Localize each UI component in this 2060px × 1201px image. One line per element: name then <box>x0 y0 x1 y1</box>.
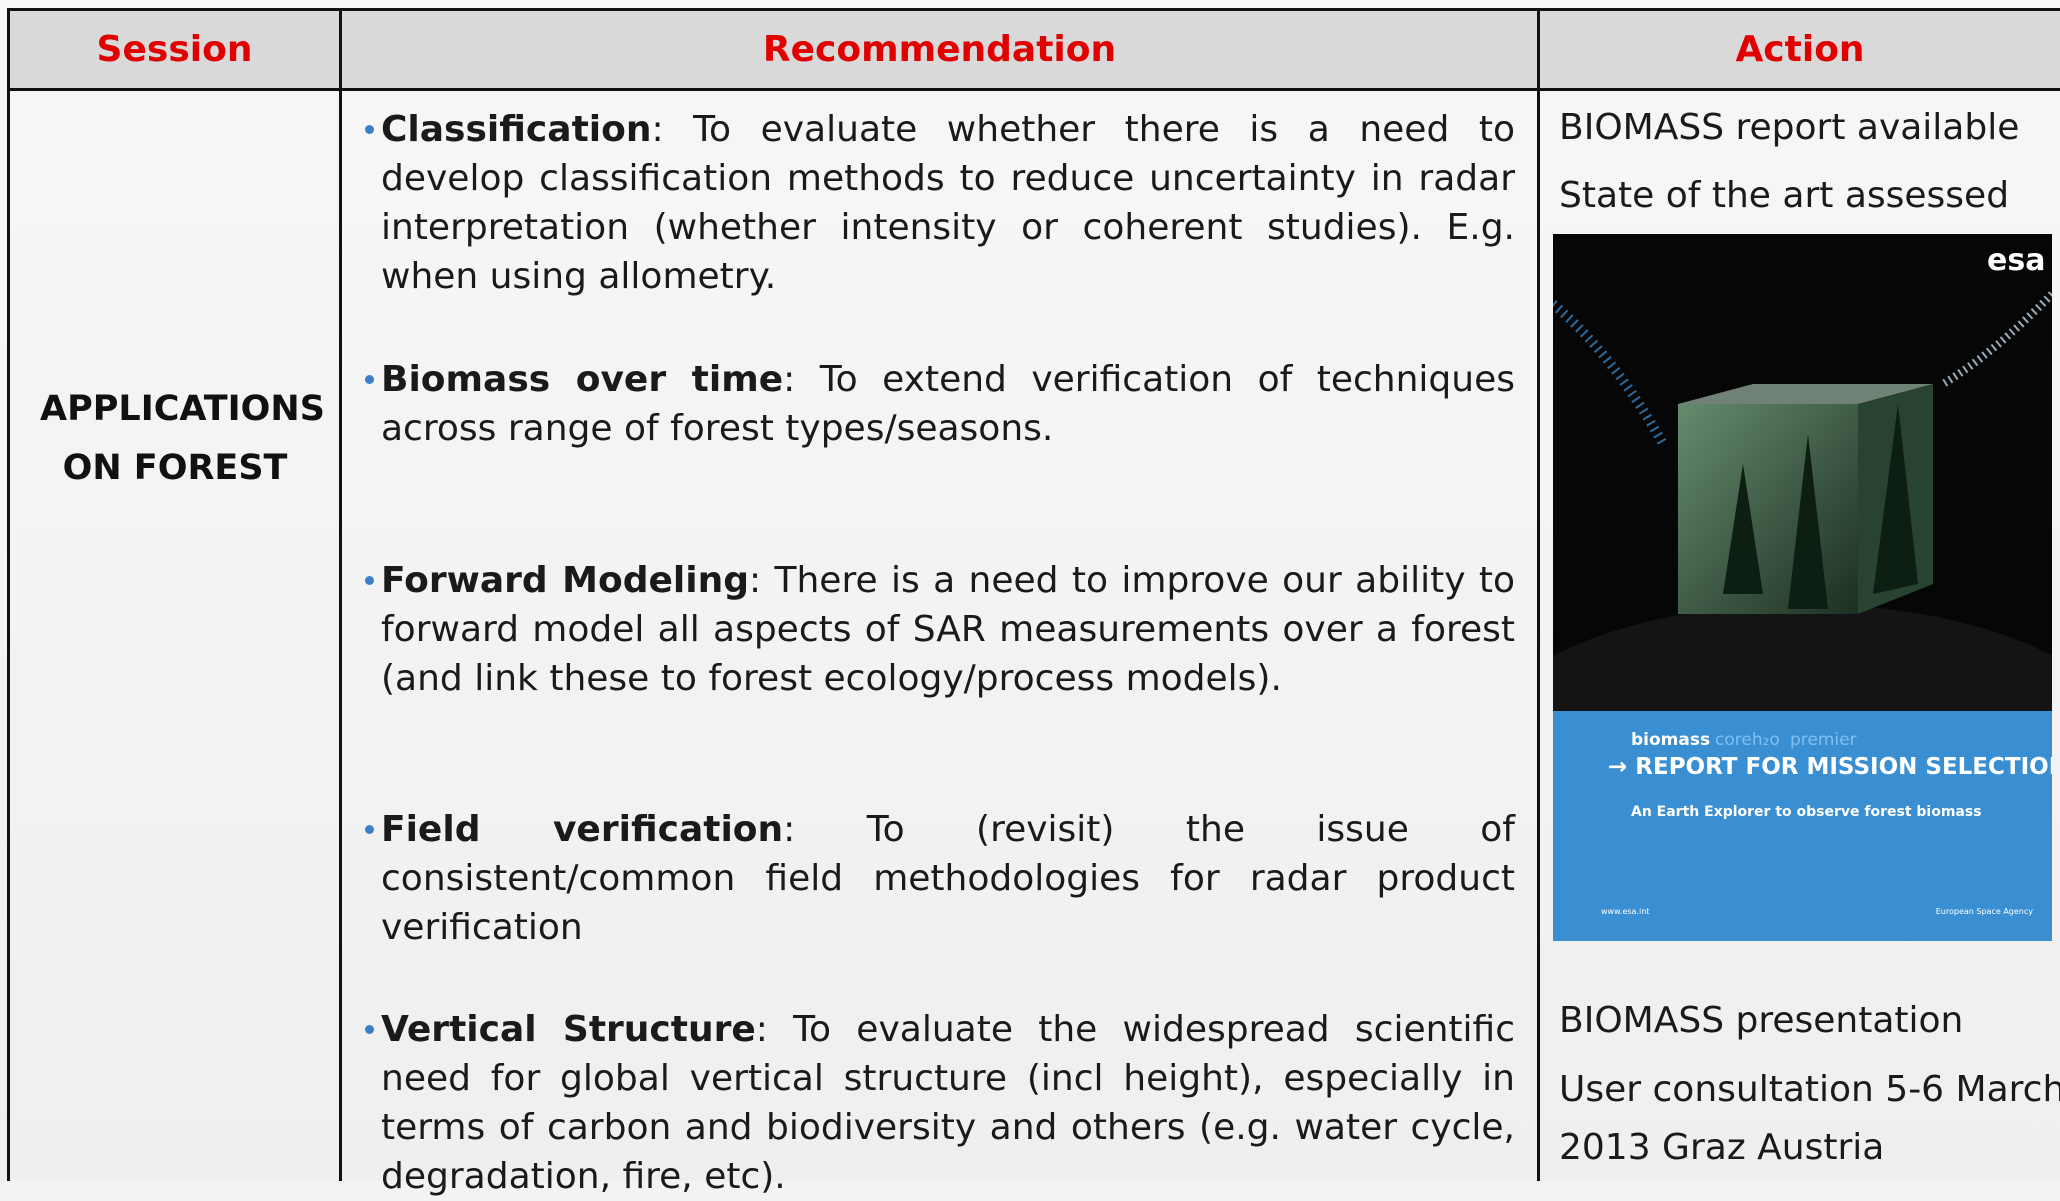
cover-agency: European Space Agency <box>1936 907 2034 916</box>
cover-logo: esa <box>1987 243 2045 278</box>
cover-subtitle: An Earth Explorer to observe forest biom… <box>1631 804 1982 820</box>
bullet <box>365 375 374 384</box>
recommendation-text: : There is a need to improve our ability… <box>381 560 1516 699</box>
action-text: BIOMASS report available <box>1559 107 2020 148</box>
bullet <box>365 825 374 834</box>
border <box>1537 10 1540 1181</box>
recommendation-text: : To evaluate the widespread scientific … <box>381 1009 1515 1197</box>
recommendation-item: Field verification: To (revisit) the iss… <box>365 805 1515 952</box>
cover-mission: coreh₂o <box>1715 730 1780 750</box>
bullet <box>365 576 374 585</box>
recommendation-term: Field verification <box>381 809 784 850</box>
recommendation-item: Classification: To evaluate whether ther… <box>365 105 1515 301</box>
header-cell: Session <box>10 10 339 89</box>
border <box>7 8 2060 11</box>
cover-mission: biomass <box>1631 730 1710 750</box>
bullet <box>365 1025 374 1034</box>
border <box>7 10 10 1181</box>
header-cell: Action <box>1540 10 2060 89</box>
recommendation-item: Biomass over time: To extend verificatio… <box>365 355 1516 453</box>
recommendation-item: Forward Modeling: There is a need to imp… <box>365 556 1516 703</box>
cover-url: www.esa.int <box>1601 907 1649 916</box>
action-text: BIOMASS presentation <box>1559 1000 1964 1041</box>
border <box>7 88 2060 91</box>
report-cover: esa biomass coreh₂o premier → REPORT FOR… <box>1553 234 2052 941</box>
recommendation-text: : To extend verification of techniques a… <box>381 359 1516 449</box>
session-cell: APPLICATIONS ON FOREST <box>40 389 325 488</box>
bullet <box>365 125 374 134</box>
border <box>339 10 342 1181</box>
recommendation-term: Classification <box>381 109 652 150</box>
action-text: User consultation 5-6 March <box>1559 1069 2060 1110</box>
header-cell: Recommendation <box>342 10 1537 89</box>
action-text: 2013 Graz Austria <box>1559 1127 1885 1168</box>
recommendation-text: : To (revisit) the issue of consistent/c… <box>381 809 1515 948</box>
header-session: Session <box>96 29 253 70</box>
recommendation-term: Biomass over time <box>381 359 784 400</box>
header-recommendation: Recommendation <box>762 29 1117 70</box>
recommendation-term: Vertical Structure <box>381 1009 756 1050</box>
cover-title: → REPORT FOR MISSION SELECTION <box>1608 754 2052 780</box>
cover-mission: premier <box>1790 730 1857 750</box>
header-action: Action <box>1735 29 1865 70</box>
recommendation-text: : To evaluate whether there is a need to… <box>381 109 1515 297</box>
recommendation-item: Vertical Structure: To evaluate the wide… <box>365 1005 1515 1201</box>
recommendation-term: Forward Modeling <box>381 560 749 601</box>
action-text: State of the art assessed <box>1559 175 2010 216</box>
